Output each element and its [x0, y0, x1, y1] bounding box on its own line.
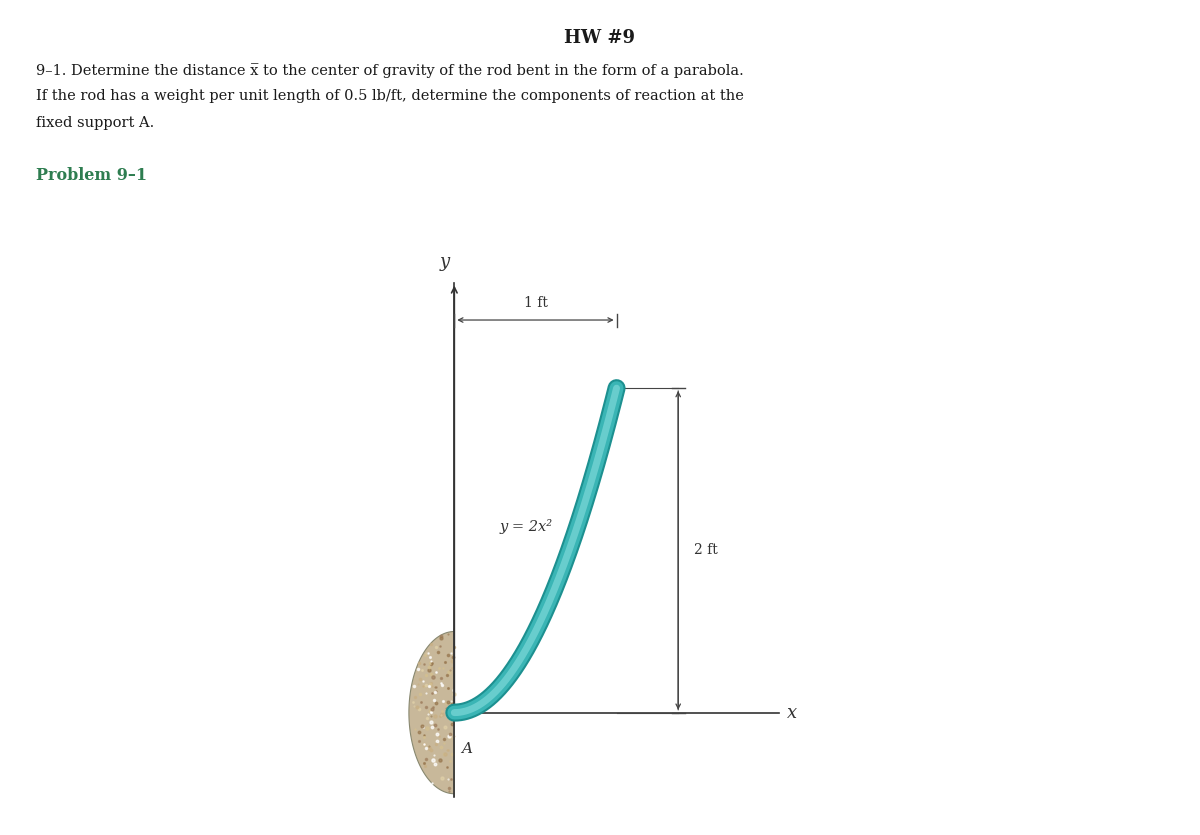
Text: HW #9: HW #9 [564, 29, 636, 48]
Text: 9–1. Determine the distance x̅ to the center of gravity of the rod bent in the f: 9–1. Determine the distance x̅ to the ce… [36, 63, 744, 78]
Text: x: x [787, 704, 797, 721]
Text: y: y [439, 253, 450, 271]
Text: fixed support A.: fixed support A. [36, 116, 155, 130]
Text: If the rod has a weight per unit length of 0.5 lb/ft, determine the components o: If the rod has a weight per unit length … [36, 89, 744, 104]
Text: 2 ft: 2 ft [695, 544, 718, 558]
Text: Problem 9–1: Problem 9–1 [36, 167, 148, 184]
Text: y = 2x²: y = 2x² [499, 519, 553, 534]
Polygon shape [409, 628, 455, 797]
Text: A: A [461, 741, 472, 756]
Text: 1 ft: 1 ft [523, 296, 547, 311]
